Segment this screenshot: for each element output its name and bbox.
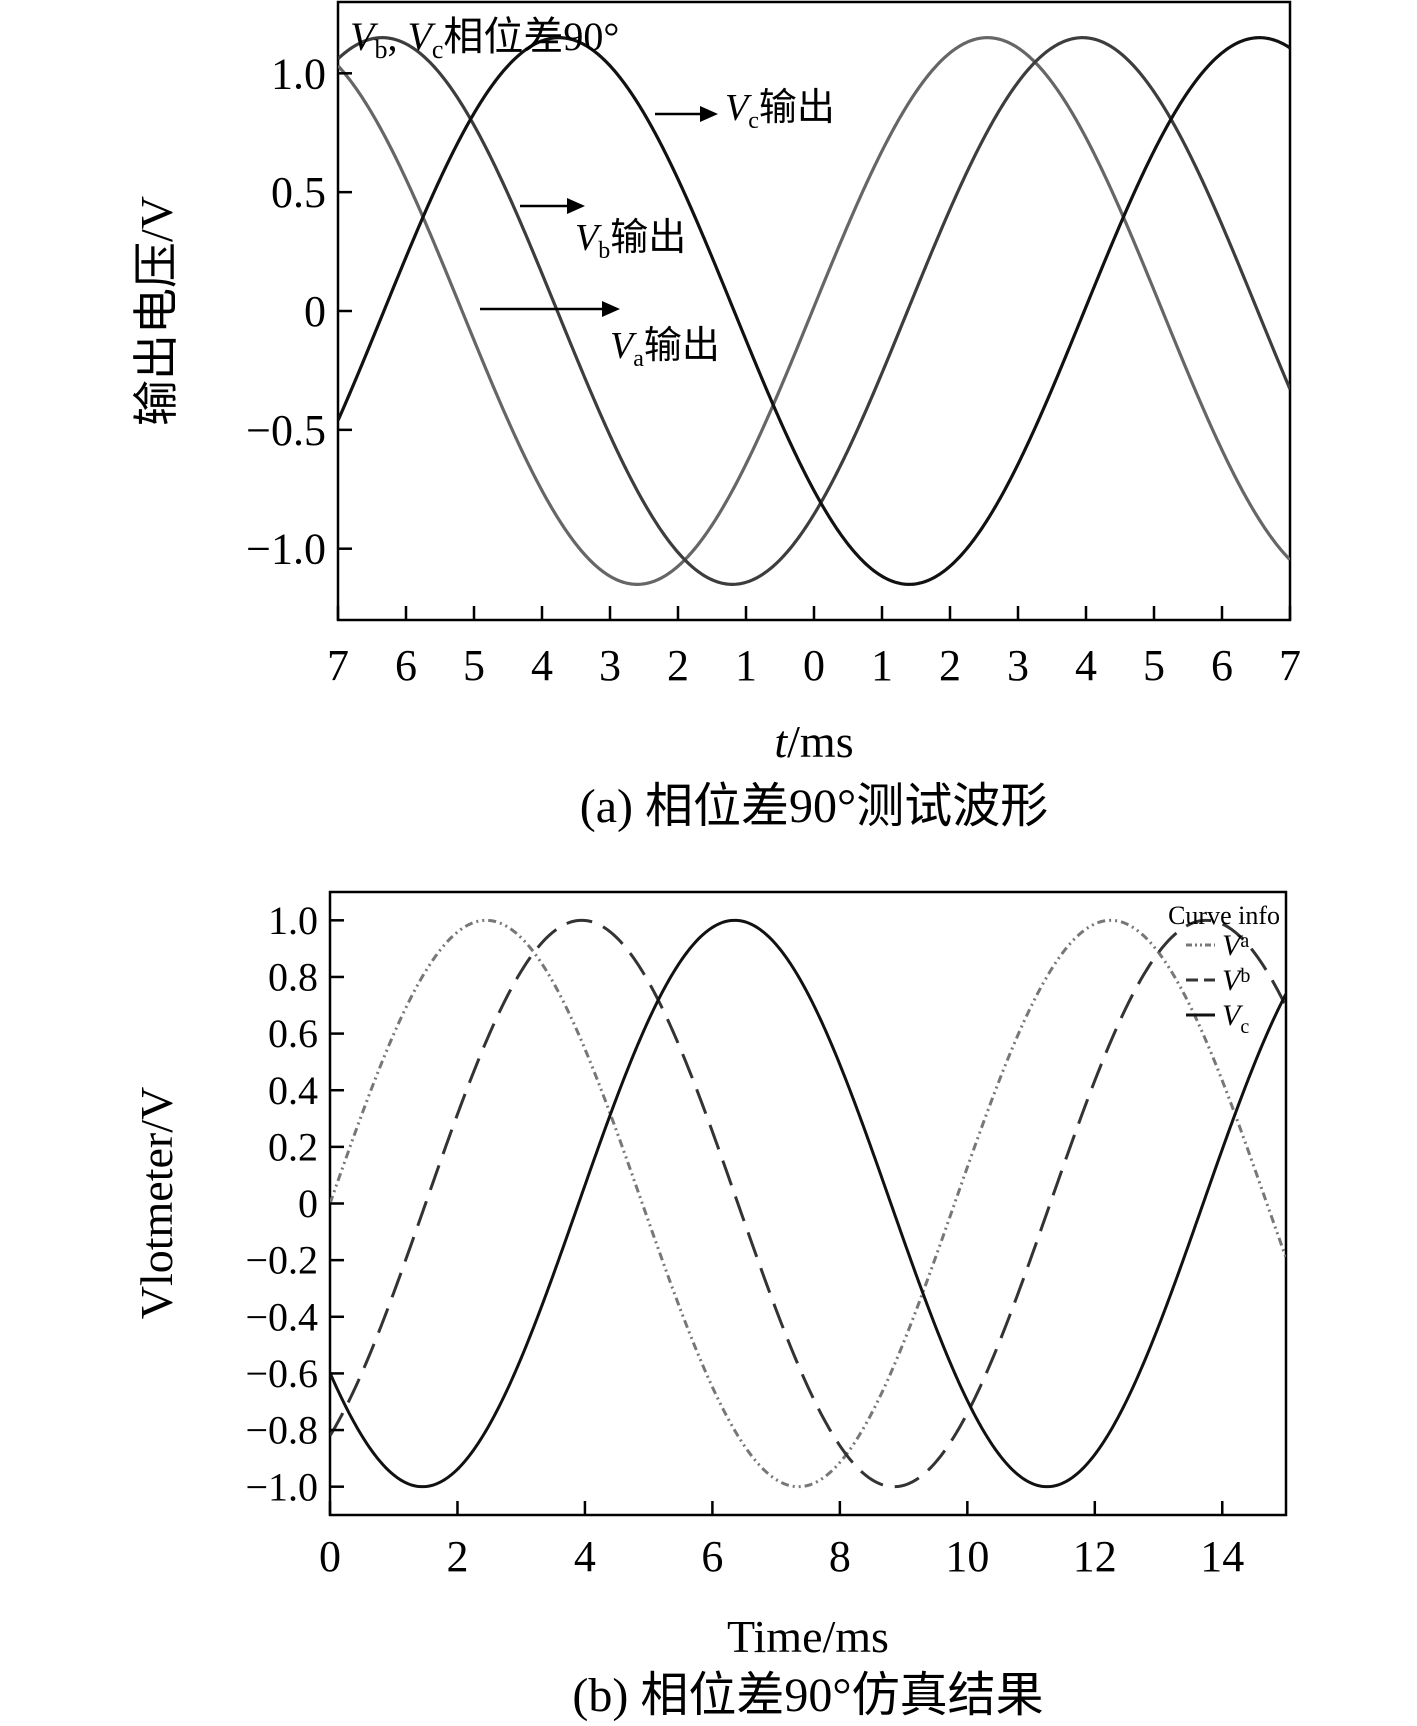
panel-b-legend: Curve info Va Vb Vc bbox=[1168, 901, 1280, 1038]
x-tick-label: 2 bbox=[446, 1532, 468, 1581]
panel-a-label-vc: Vc输出 bbox=[655, 87, 835, 134]
x-tick-label: 3 bbox=[1007, 641, 1029, 690]
x-tick-label: 6 bbox=[1211, 641, 1233, 690]
y-tick-label: 1.0 bbox=[268, 898, 318, 943]
panel-b-x-ticks: 0 2 4 6 8 10 12 14 bbox=[319, 1501, 1244, 1581]
y-tick-label: 0.5 bbox=[271, 168, 326, 217]
x-tick-label: 2 bbox=[667, 641, 689, 690]
x-tick-label: 8 bbox=[829, 1532, 851, 1581]
x-tick-label: 7 bbox=[1279, 641, 1301, 690]
panel-b-legend-title: Curve info bbox=[1168, 901, 1280, 930]
panel-b-series-group bbox=[330, 918, 1286, 1489]
panel-b-caption: (b) 相位差90°仿真结果 bbox=[572, 1669, 1043, 1722]
x-tick-label: 1 bbox=[871, 641, 893, 690]
panel-b-x-axis-label: Time/ms bbox=[727, 1611, 889, 1662]
panel-a-caption: (a) 相位差90°测试波形 bbox=[580, 780, 1048, 833]
x-tick-label: 6 bbox=[395, 641, 417, 690]
y-tick-label: −0.5 bbox=[246, 406, 326, 455]
x-tick-label: 2 bbox=[939, 641, 961, 690]
panel-b-y-axis-label: Vlotmeter/V bbox=[131, 1087, 182, 1320]
y-tick-label: 0 bbox=[298, 1181, 318, 1226]
x-tick-label: 14 bbox=[1200, 1532, 1244, 1581]
y-tick-label: −1.0 bbox=[245, 1464, 318, 1509]
x-tick-label: 0 bbox=[319, 1532, 341, 1581]
x-tick-label: 3 bbox=[599, 641, 621, 690]
x-tick-label: 7 bbox=[327, 641, 349, 690]
svg-text:Vc: Vc bbox=[1222, 999, 1249, 1038]
x-tick-label: 12 bbox=[1073, 1532, 1117, 1581]
svg-text:Va: Va bbox=[1222, 929, 1249, 962]
x-tick-label: 4 bbox=[574, 1532, 596, 1581]
x-tick-label: 4 bbox=[531, 641, 553, 690]
y-tick-label: 0.2 bbox=[268, 1124, 318, 1169]
x-tick-label: 5 bbox=[1143, 641, 1165, 690]
series-line-vc bbox=[338, 36, 1290, 586]
y-tick-label: −0.8 bbox=[245, 1408, 318, 1453]
panel-a-y-axis-label: 输出电压/V bbox=[131, 196, 182, 426]
svg-text:Vb输出: Vb输出 bbox=[575, 217, 686, 264]
series-line-vc bbox=[330, 918, 1286, 1489]
x-tick-label: 6 bbox=[701, 1532, 723, 1581]
y-tick-label: 0.4 bbox=[268, 1068, 318, 1113]
y-tick-label: 0 bbox=[304, 287, 326, 336]
x-tick-label: 0 bbox=[803, 641, 825, 690]
y-tick-label: −1.0 bbox=[246, 525, 326, 574]
panel-b-legend-vb: Vb bbox=[1186, 964, 1250, 997]
y-tick-label: −0.2 bbox=[245, 1238, 318, 1283]
series-line-va bbox=[330, 918, 1286, 1489]
x-tick-label: 10 bbox=[945, 1532, 989, 1581]
y-tick-label: 1.0 bbox=[271, 49, 326, 98]
y-tick-label: 0.8 bbox=[268, 955, 318, 1000]
panel-b-legend-va: Va bbox=[1186, 929, 1249, 962]
panel-a-y-ticks: 1.0 0.5 0 −0.5 −1.0 bbox=[246, 49, 352, 574]
svg-text:Vb: Vb bbox=[1222, 964, 1250, 997]
x-tick-label: 5 bbox=[463, 641, 485, 690]
panel-a-label-vb: Vb输出 bbox=[520, 198, 686, 264]
svg-text:Vc输出: Vc输出 bbox=[725, 87, 835, 134]
x-tick-label: 4 bbox=[1075, 641, 1097, 690]
panel-a-annotation: Vb, Vc相位差90° bbox=[350, 14, 619, 64]
panel-a-x-axis-label: t/ms bbox=[774, 716, 853, 767]
panel-b: 1.0 0.8 0.6 0.4 0.2 0 −0.2 −0.4 −0.6 −0.8 −1.0 0 2 4… bbox=[131, 890, 1288, 1722]
y-tick-label: 0.6 bbox=[268, 1011, 318, 1056]
panel-b-legend-vc: Vc bbox=[1186, 999, 1249, 1038]
y-tick-label: −0.6 bbox=[245, 1351, 318, 1396]
series-line-vb bbox=[330, 918, 1286, 1489]
y-tick-label: −0.4 bbox=[245, 1294, 318, 1339]
series-line-va bbox=[338, 36, 1290, 586]
x-tick-label: 1 bbox=[735, 641, 757, 690]
panel-a-series-group bbox=[338, 36, 1290, 586]
panel-b-plot-frame bbox=[328, 890, 1288, 1517]
svg-text:Va输出: Va输出 bbox=[610, 325, 720, 372]
panel-a-label-va: Va输出 bbox=[480, 301, 720, 372]
panel-b-y-ticks: 1.0 0.8 0.6 0.4 0.2 0 −0.2 −0.4 −0.6 −0.8 −1.0 bbox=[245, 898, 344, 1509]
series-line-vb bbox=[338, 36, 1290, 586]
